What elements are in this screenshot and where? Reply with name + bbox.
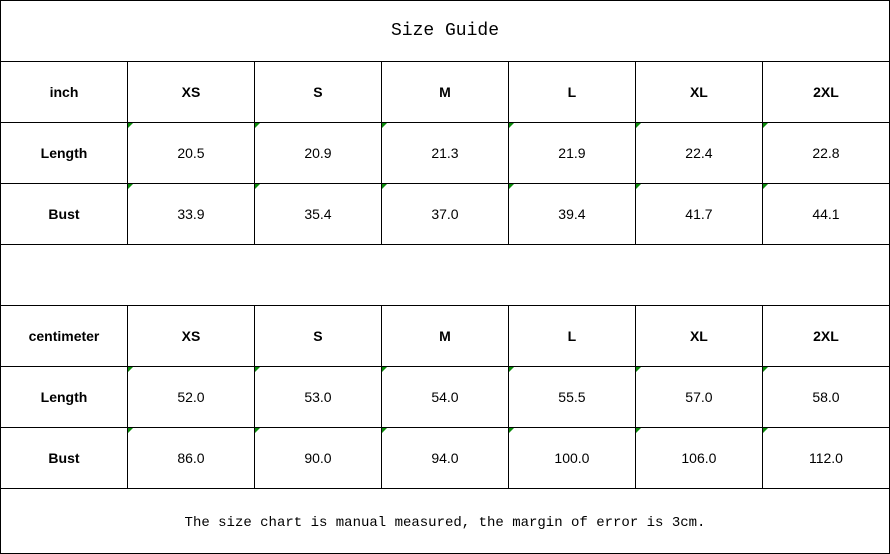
table-cell: 22.8 — [761, 122, 890, 184]
size-header: S — [253, 305, 382, 367]
size-header: S — [253, 61, 382, 123]
cm-header-row: centimeter XS S M L XL 2XL — [0, 305, 890, 367]
table-cell: 33.9 — [126, 183, 255, 245]
table-cell: 20.5 — [126, 122, 255, 184]
table-cell: 112.0 — [761, 427, 890, 489]
row-label: Bust — [0, 183, 128, 245]
table-cell: 100.0 — [507, 427, 636, 489]
table-cell: 54.0 — [380, 366, 509, 428]
table-cell: 21.9 — [507, 122, 636, 184]
table-cell: 41.7 — [634, 183, 763, 245]
table-cell: 22.4 — [634, 122, 763, 184]
inch-header-row: inch XS S M L XL 2XL — [0, 61, 890, 123]
size-header: L — [507, 305, 636, 367]
table-cell: 52.0 — [126, 366, 255, 428]
size-header: 2XL — [761, 305, 890, 367]
size-header: XS — [126, 305, 255, 367]
measurement-note: The size chart is manual measured, the m… — [0, 488, 890, 554]
table-cell: 44.1 — [761, 183, 890, 245]
table-cell: 53.0 — [253, 366, 382, 428]
table-cell: 106.0 — [634, 427, 763, 489]
table-cell: 35.4 — [253, 183, 382, 245]
unit-label: centimeter — [0, 305, 128, 367]
size-header: M — [380, 61, 509, 123]
table-cell: 57.0 — [634, 366, 763, 428]
unit-label: inch — [0, 61, 128, 123]
size-header: XS — [126, 61, 255, 123]
table-row: Bust 86.0 90.0 94.0 100.0 106.0 112.0 — [0, 427, 890, 489]
size-header: XL — [634, 61, 763, 123]
table-cell: 55.5 — [507, 366, 636, 428]
table-cell: 21.3 — [380, 122, 509, 184]
size-header: M — [380, 305, 509, 367]
table-cell: 58.0 — [761, 366, 890, 428]
size-header: XL — [634, 305, 763, 367]
table-cell: 39.4 — [507, 183, 636, 245]
row-label: Length — [0, 366, 128, 428]
row-label: Length — [0, 122, 128, 184]
size-header: 2XL — [761, 61, 890, 123]
size-header: L — [507, 61, 636, 123]
table-row: Length 52.0 53.0 54.0 55.5 57.0 58.0 — [0, 366, 890, 428]
table-cell: 90.0 — [253, 427, 382, 489]
spacer-row — [0, 244, 890, 306]
table-title: Size Guide — [0, 0, 890, 62]
table-cell: 20.9 — [253, 122, 382, 184]
table-cell: 37.0 — [380, 183, 509, 245]
row-label: Bust — [0, 427, 128, 489]
table-cell: 86.0 — [126, 427, 255, 489]
table-cell: 94.0 — [380, 427, 509, 489]
table-row: Bust 33.9 35.4 37.0 39.4 41.7 44.1 — [0, 183, 890, 245]
table-row: Length 20.5 20.9 21.3 21.9 22.4 22.8 — [0, 122, 890, 184]
